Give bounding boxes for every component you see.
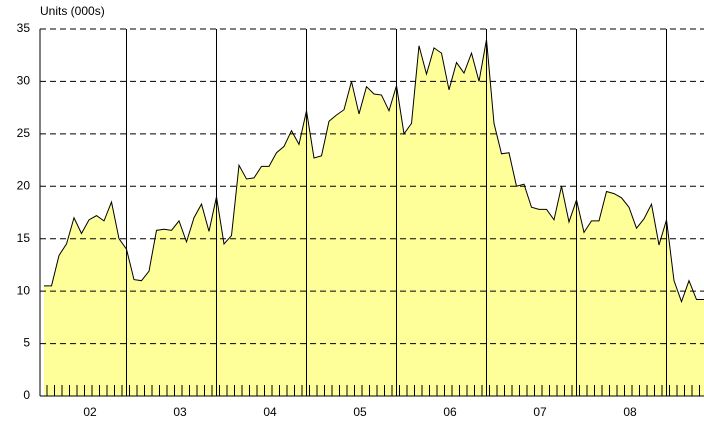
x-tick-label: 07 bbox=[533, 405, 547, 419]
x-tick-label: 08 bbox=[623, 405, 637, 419]
y-tick-label: 15 bbox=[17, 231, 31, 245]
line bbox=[44, 39, 704, 304]
area bbox=[44, 39, 704, 396]
y-tick-label: 30 bbox=[17, 74, 31, 88]
x-tick-label: 02 bbox=[83, 405, 97, 419]
y-tick-label: 0 bbox=[23, 388, 30, 402]
y-tick-label: 5 bbox=[23, 336, 30, 350]
x-tick-label: 04 bbox=[263, 405, 277, 419]
y-axis-label: Units (000s) bbox=[40, 4, 105, 18]
y-tick-label: 35 bbox=[17, 21, 31, 35]
x-tick-label: 05 bbox=[353, 405, 367, 419]
y-tick-label: 25 bbox=[17, 126, 31, 140]
y-tick-label: 10 bbox=[17, 283, 31, 297]
x-tick-label: 06 bbox=[443, 405, 457, 419]
y-tick-label: 20 bbox=[17, 178, 31, 192]
x-tick-label: 03 bbox=[173, 405, 187, 419]
